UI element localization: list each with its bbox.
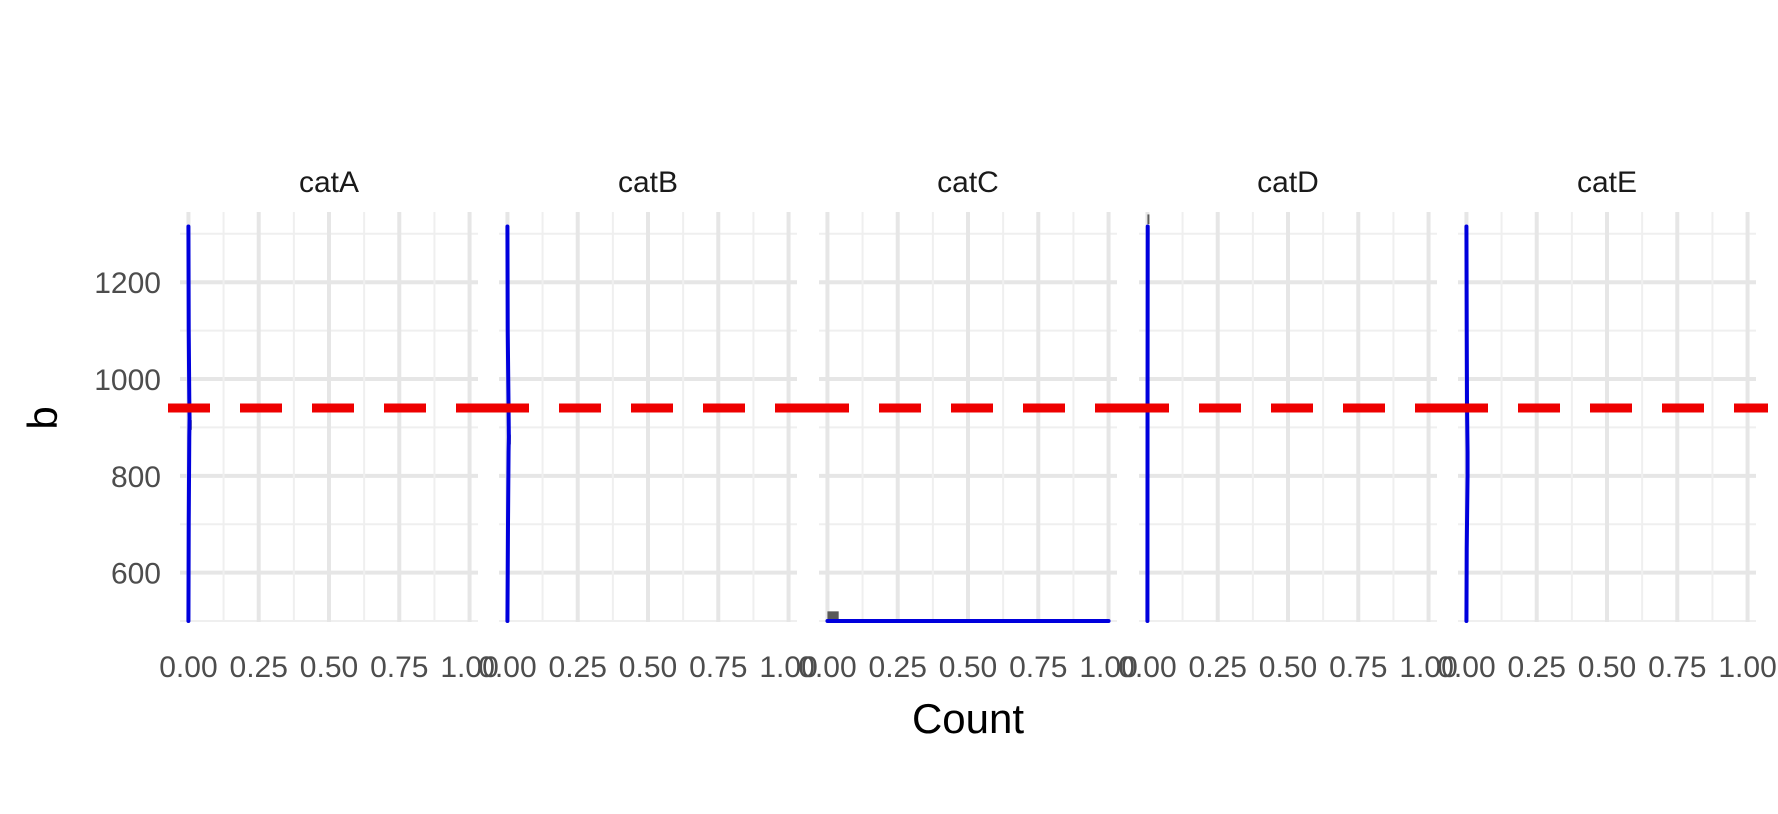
density-curve: [507, 227, 508, 622]
facet-strip-label: catB: [618, 166, 678, 199]
y-tick-label: 800: [111, 461, 161, 494]
density-curve: [1466, 227, 1467, 622]
x-tick-label: 0.25: [1189, 651, 1247, 684]
facet-strip-label: catE: [1577, 166, 1637, 199]
gridlines: [180, 212, 1756, 622]
x-tick-label: 0.75: [1648, 651, 1706, 684]
x-tick-label: 0.50: [1578, 651, 1636, 684]
density-curve: [188, 227, 189, 622]
x-tick-label: 0.00: [1118, 651, 1176, 684]
y-axis-title: b: [19, 406, 66, 429]
x-tick-label: 0.50: [300, 651, 358, 684]
facet-strip-label: catD: [1257, 166, 1319, 199]
y-tick-label: 1200: [94, 267, 161, 300]
x-tick-label: 0.00: [478, 651, 536, 684]
x-axis-title: Count: [912, 695, 1024, 742]
x-tick-label: 1.00: [1718, 651, 1776, 684]
x-tick-label: 0.00: [798, 651, 856, 684]
y-tick-label: 600: [111, 558, 161, 591]
y-tick-label: 1000: [94, 364, 161, 397]
x-tick-label: 0.75: [1329, 651, 1387, 684]
x-tick-label: 0.75: [689, 651, 747, 684]
x-tick-label: 0.50: [1259, 651, 1317, 684]
histogram-bar: [1147, 214, 1149, 224]
x-tick-label: 0.25: [549, 651, 607, 684]
x-tick-label: 0.75: [370, 651, 428, 684]
facet-strip-label: catA: [299, 166, 359, 199]
x-tick-label: 0.25: [230, 651, 288, 684]
x-tick-label: 0.00: [1437, 651, 1495, 684]
x-tick-label: 0.00: [159, 651, 217, 684]
facet-strip-label: catC: [937, 166, 999, 199]
x-tick-label: 0.25: [1508, 651, 1566, 684]
x-tick-label: 0.25: [869, 651, 927, 684]
histogram-bars: [188, 214, 1149, 621]
chart-text: catA 0.00 0.25 0.50 0.75 1.00 catB 0.00 0.25 0.50…: [94, 166, 1777, 684]
x-tick-label: 0.50: [619, 651, 677, 684]
x-tick-label: 0.75: [1009, 651, 1067, 684]
x-tick-label: 0.50: [939, 651, 997, 684]
